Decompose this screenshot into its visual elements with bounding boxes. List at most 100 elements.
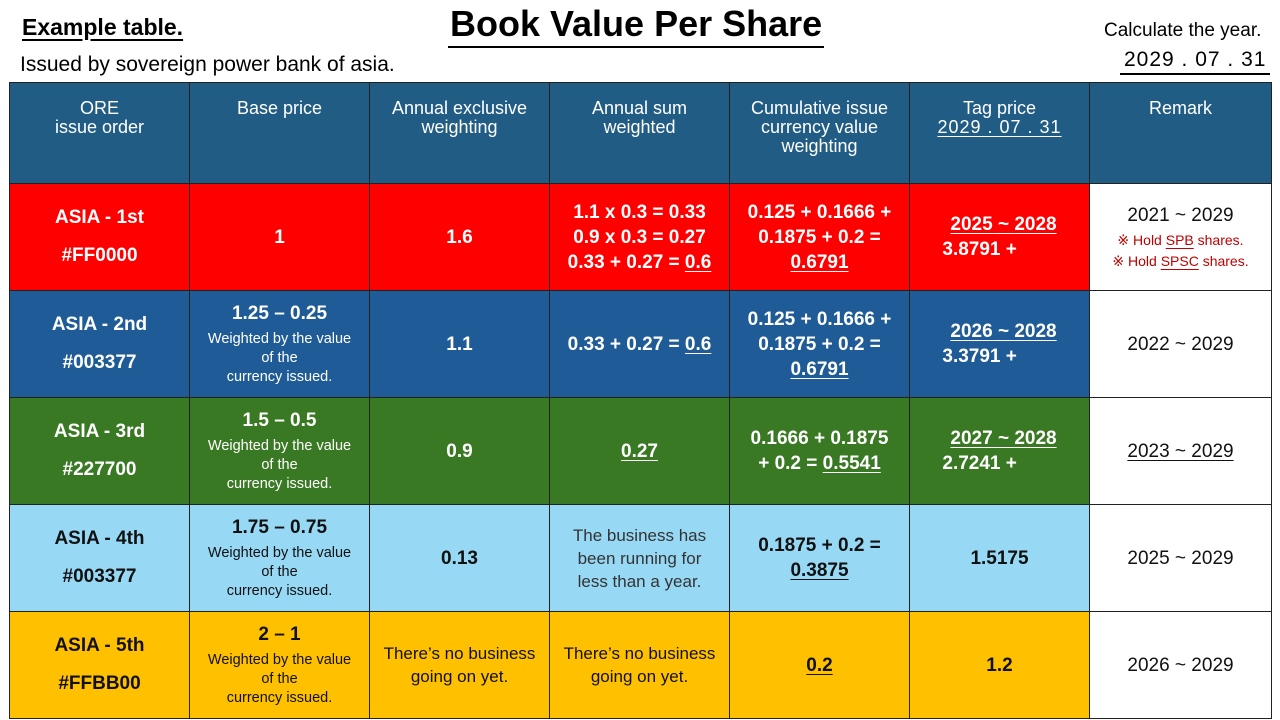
row2-order: ASIA - 2nd #003377	[9, 290, 190, 398]
table-row: ASIA - 2nd #003377 1.25 – 0.25 Weighted …	[9, 290, 1272, 398]
calc-year-label: Calculate the year.	[1104, 20, 1262, 41]
row2-code: #003377	[62, 352, 137, 373]
row3-tag-sep: ~	[992, 428, 1015, 449]
row3-tag: 2027 ~ 2028 2.7241 +	[909, 397, 1090, 505]
row2-excl-value: 1.1	[446, 333, 473, 355]
row1-excl-value: 1.6	[446, 226, 473, 248]
row3-base: 1.5 – 0.5 Weighted by the value of the c…	[189, 397, 370, 505]
issuer-subtitle: Issued by sovereign power bank of asia.	[20, 53, 395, 76]
row3-sum-value: 0.27	[621, 440, 658, 462]
row4-tag-value: 1.5175	[970, 547, 1029, 569]
row2-base-note3: currency issued.	[226, 369, 333, 385]
row4-name: ASIA - 4th	[54, 528, 145, 549]
col-remark: Remark	[1089, 82, 1272, 184]
row2-base-note1: Weighted by the value	[207, 331, 352, 347]
col-order-line2: issue order	[54, 117, 145, 137]
row5-base: 2 – 1 Weighted by the value of the curre…	[189, 611, 370, 719]
row5-sum-line2: going on yet.	[590, 667, 689, 686]
row1-tag-sep: ~	[992, 214, 1015, 235]
row1-sum-line2: 0.9 x 0.3 = 0.27	[573, 226, 706, 248]
col-annual-exclusive: Annual exclusive weighting	[369, 82, 550, 184]
row1-name: ASIA - 1st	[54, 207, 145, 228]
row1-cum-result: 0.6791	[790, 251, 849, 273]
col-excl-line2: weighting	[421, 117, 498, 137]
col-base-price: Base price	[189, 82, 370, 184]
row1-cum-line1: 0.125 + 0.1666 +	[747, 201, 892, 223]
row5-cum: 0.2	[729, 611, 910, 719]
row1-note1: ※ Hold SPB shares.	[1117, 232, 1244, 248]
example-table-title: Example table.	[22, 14, 184, 40]
row2-base: 1.25 – 0.25 Weighted by the value of the…	[189, 290, 370, 398]
row1-note2: ※ Hold SPSC shares.	[1112, 253, 1249, 269]
row2-tag-to: 2028	[1014, 321, 1057, 342]
row3-remark: 2023 ~ 2029	[1089, 397, 1272, 505]
row2-tag-value: 3.3791 +	[942, 346, 1017, 367]
row1-sum-line3: 0.33 + 0.27 =	[567, 251, 685, 273]
row5-sum-line1: There’s no business	[563, 644, 716, 663]
row2-sum-expr: 0.33 + 0.27 =	[567, 333, 685, 355]
row5-excl-line2: going on yet.	[410, 667, 509, 686]
row4-cum-line1: 0.1875 + 0.2 =	[758, 535, 881, 556]
row5-base-value: 2 – 1	[258, 624, 301, 645]
row1-tag: 2025 ~ 2028 3.8791 +	[909, 183, 1090, 291]
spb-link: SPB	[1165, 232, 1194, 248]
table-row: ASIA - 3rd #227700 1.5 – 0.5 Weighted by…	[9, 397, 1272, 505]
row4-order: ASIA - 4th #003377	[9, 504, 190, 612]
row5-tag-value: 1.2	[986, 654, 1013, 676]
row1-tag-from: 2025	[950, 214, 993, 235]
row3-remark-years: 2023 ~ 2029	[1127, 440, 1234, 462]
row3-order: ASIA - 3rd #227700	[9, 397, 190, 505]
row2-tag-from: 2026	[950, 321, 993, 342]
row1-base: 1	[189, 183, 370, 291]
col-tag-line1: Tag price	[962, 98, 1037, 118]
col-order: ORE issue order	[9, 82, 190, 184]
row5-excl: There’s no business going on yet.	[369, 611, 550, 719]
row4-base: 1.75 – 0.75 Weighted by the value of the…	[189, 504, 370, 612]
row1-remark: 2021 ~ 2029 ※ Hold SPB shares. ※ Hold SP…	[1089, 183, 1272, 291]
row3-base-note3: currency issued.	[226, 476, 333, 492]
row4-sum-line2: been running for	[577, 548, 702, 568]
row1-excl: 1.6	[369, 183, 550, 291]
row4-code: #003377	[62, 566, 137, 587]
row5-excl-line1: There’s no business	[383, 644, 536, 663]
row3-sum: 0.27	[549, 397, 730, 505]
table-row: ASIA - 4th #003377 1.75 – 0.75 Weighted …	[9, 504, 1272, 612]
row4-base-value: 1.75 – 0.75	[231, 517, 328, 538]
row5-remark-years: 2026 ~ 2029	[1127, 654, 1234, 676]
row5-tag: 1.2	[909, 611, 1090, 719]
col-order-line1: ORE	[79, 98, 119, 118]
spsc-link: SPSC	[1160, 253, 1199, 269]
table-row: ASIA - 5th #FFBB00 2 – 1 Weighted by the…	[9, 611, 1272, 719]
row2-tag: 2026 ~ 2028 3.3791 +	[909, 290, 1090, 398]
row4-cum-result: 0.3875	[790, 560, 849, 581]
col-sum-line2: weighted	[603, 117, 676, 137]
row2-excl: 1.1	[369, 290, 550, 398]
row3-tag-value: 2.7241 +	[942, 453, 1017, 474]
row5-base-note2: of the	[261, 671, 298, 687]
row3-cum-line1: 0.1666 + 0.1875	[750, 428, 889, 449]
row4-tag: 1.5175	[909, 504, 1090, 612]
row3-cum-line2: + 0.2 =	[758, 453, 823, 474]
row1-sum-line1: 1.1 x 0.3 = 0.33	[573, 201, 706, 223]
table-header-row: ORE issue order Base price Annual exclus…	[9, 82, 1272, 184]
row3-tag-from: 2027	[950, 428, 993, 449]
row5-remark: 2026 ~ 2029	[1089, 611, 1272, 719]
row1-remark-years: 2021 ~ 2029	[1127, 205, 1234, 226]
table-row: ASIA - 1st #FF0000 1 1.6 1.1 x 0.3 = 0.3…	[9, 183, 1272, 291]
row5-code: #FFBB00	[58, 673, 141, 694]
row3-base-value: 1.5 – 0.5	[242, 410, 317, 431]
row4-cum: 0.1875 + 0.2 = 0.3875	[729, 504, 910, 612]
row1-tag-value: 3.8791 +	[942, 239, 1017, 260]
row2-name: ASIA - 2nd	[51, 314, 148, 335]
row5-cum-value: 0.2	[806, 654, 833, 676]
book-value-table: ORE issue order Base price Annual exclus…	[9, 82, 1272, 719]
row4-base-note3: currency issued.	[226, 583, 333, 599]
row1-sum: 1.1 x 0.3 = 0.33 0.9 x 0.3 = 0.27 0.33 +…	[549, 183, 730, 291]
col-cumulative: Cumulative issue currency value weightin…	[729, 82, 910, 184]
row2-remark: 2022 ~ 2029	[1089, 290, 1272, 398]
row5-base-note3: currency issued.	[226, 690, 333, 706]
row2-tag-sep: ~	[992, 321, 1015, 342]
row2-cum-line1: 0.125 + 0.1666 +	[747, 308, 892, 330]
row3-code: #227700	[62, 459, 137, 480]
row4-excl: 0.13	[369, 504, 550, 612]
